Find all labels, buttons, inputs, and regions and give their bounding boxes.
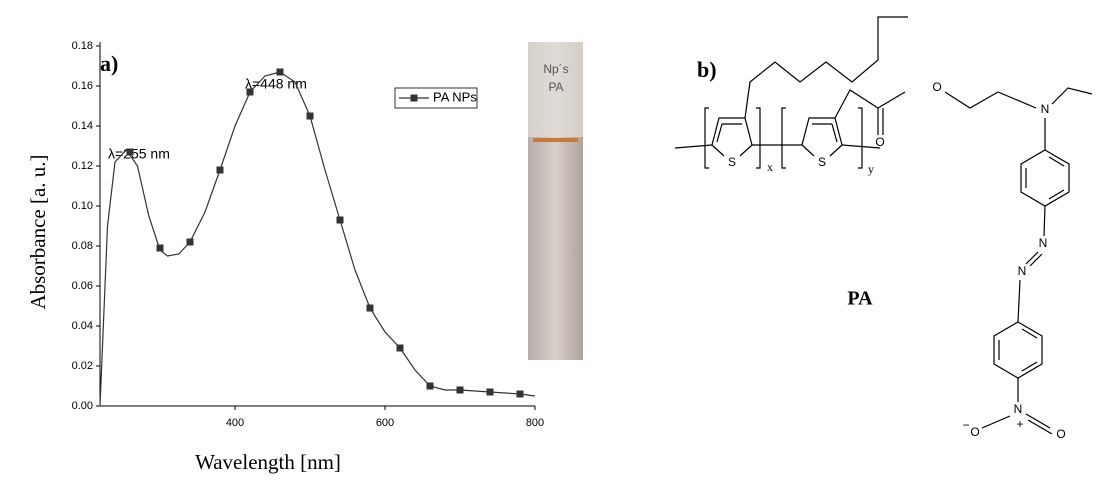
bracket	[704, 107, 863, 169]
x-tick-label: 600	[376, 417, 394, 429]
y-tick-label: 0.06	[72, 280, 93, 292]
atom-label: N	[1041, 102, 1050, 116]
data-marker	[516, 390, 524, 398]
data-marker	[156, 244, 164, 252]
y-tick-label: 0.08	[72, 240, 93, 252]
y-axis-label: Absorbance [a. u.]	[26, 154, 50, 309]
y-tick-label: 0.14	[72, 120, 93, 132]
data-marker	[456, 386, 464, 394]
charge: +	[1016, 417, 1023, 431]
benzene	[1020, 149, 1070, 207]
y-tick-label: 0.00	[72, 400, 93, 412]
thiophene	[801, 117, 843, 157]
data-marker	[186, 238, 194, 246]
legend-marker	[410, 94, 418, 102]
data-marker	[366, 304, 374, 312]
charge: −	[962, 418, 969, 432]
atom-label: O	[1056, 427, 1065, 441]
data-marker	[276, 68, 284, 76]
benzene	[993, 321, 1043, 402]
azo-bond	[1017, 205, 1046, 323]
atom-label: N	[1014, 402, 1023, 416]
chemical-structure: b) PA S S x y O O N N N N O O + −	[674, 16, 1093, 441]
hexyl-chain	[744, 16, 908, 119]
x-axis-label: Wavelength [nm]	[195, 450, 341, 474]
x-tick-label: 400	[226, 417, 244, 429]
y-tick-label: 0.18	[72, 40, 93, 52]
thiophene	[711, 117, 753, 157]
nitro-bond	[981, 413, 1053, 435]
atom-label: O	[875, 135, 884, 149]
data-marker	[426, 382, 434, 390]
y-tick-label: 0.02	[72, 360, 93, 372]
data-line	[99, 71, 536, 407]
data-marker	[396, 344, 404, 352]
legend-label: PA NPs	[433, 89, 477, 104]
photo-label: PA	[548, 80, 563, 94]
y-tick-label: 0.04	[72, 320, 93, 332]
data-marker	[216, 166, 224, 174]
legend-box	[394, 87, 478, 109]
y-tick-label: 0.12	[72, 160, 93, 172]
atom-label: N	[1039, 236, 1048, 250]
side-chain	[834, 87, 1093, 150]
atom-label: S	[818, 155, 826, 169]
y-tick-label: 0.16	[72, 80, 93, 92]
data-marker	[126, 148, 134, 156]
data-marker	[486, 388, 494, 396]
compound-name: PA	[847, 288, 873, 310]
data-marker	[336, 216, 344, 224]
subscript: y	[868, 162, 874, 176]
subscript: x	[767, 160, 773, 174]
bond	[674, 144, 881, 149]
vial-meniscus	[533, 138, 578, 142]
atom-label: O	[970, 425, 979, 439]
annotation: λ=255 nm	[108, 146, 170, 162]
atom-label: N	[1018, 264, 1027, 278]
y-tick-label: 0.10	[72, 200, 93, 212]
vial-cap	[528, 42, 583, 137]
photo-label: Np´s	[543, 62, 568, 76]
panel-label: b)	[697, 57, 717, 82]
data-marker	[246, 88, 254, 96]
atom-label: S	[728, 155, 736, 169]
x-tick-label: 800	[526, 417, 544, 429]
panel-label: a)	[100, 51, 118, 76]
data-marker	[306, 112, 314, 120]
plot-area: 0.00 0.02 0.04 0.06 0.08 0.10 0.12 0.14 0.16 0.18…	[72, 40, 545, 429]
atom-label: O	[932, 80, 941, 94]
